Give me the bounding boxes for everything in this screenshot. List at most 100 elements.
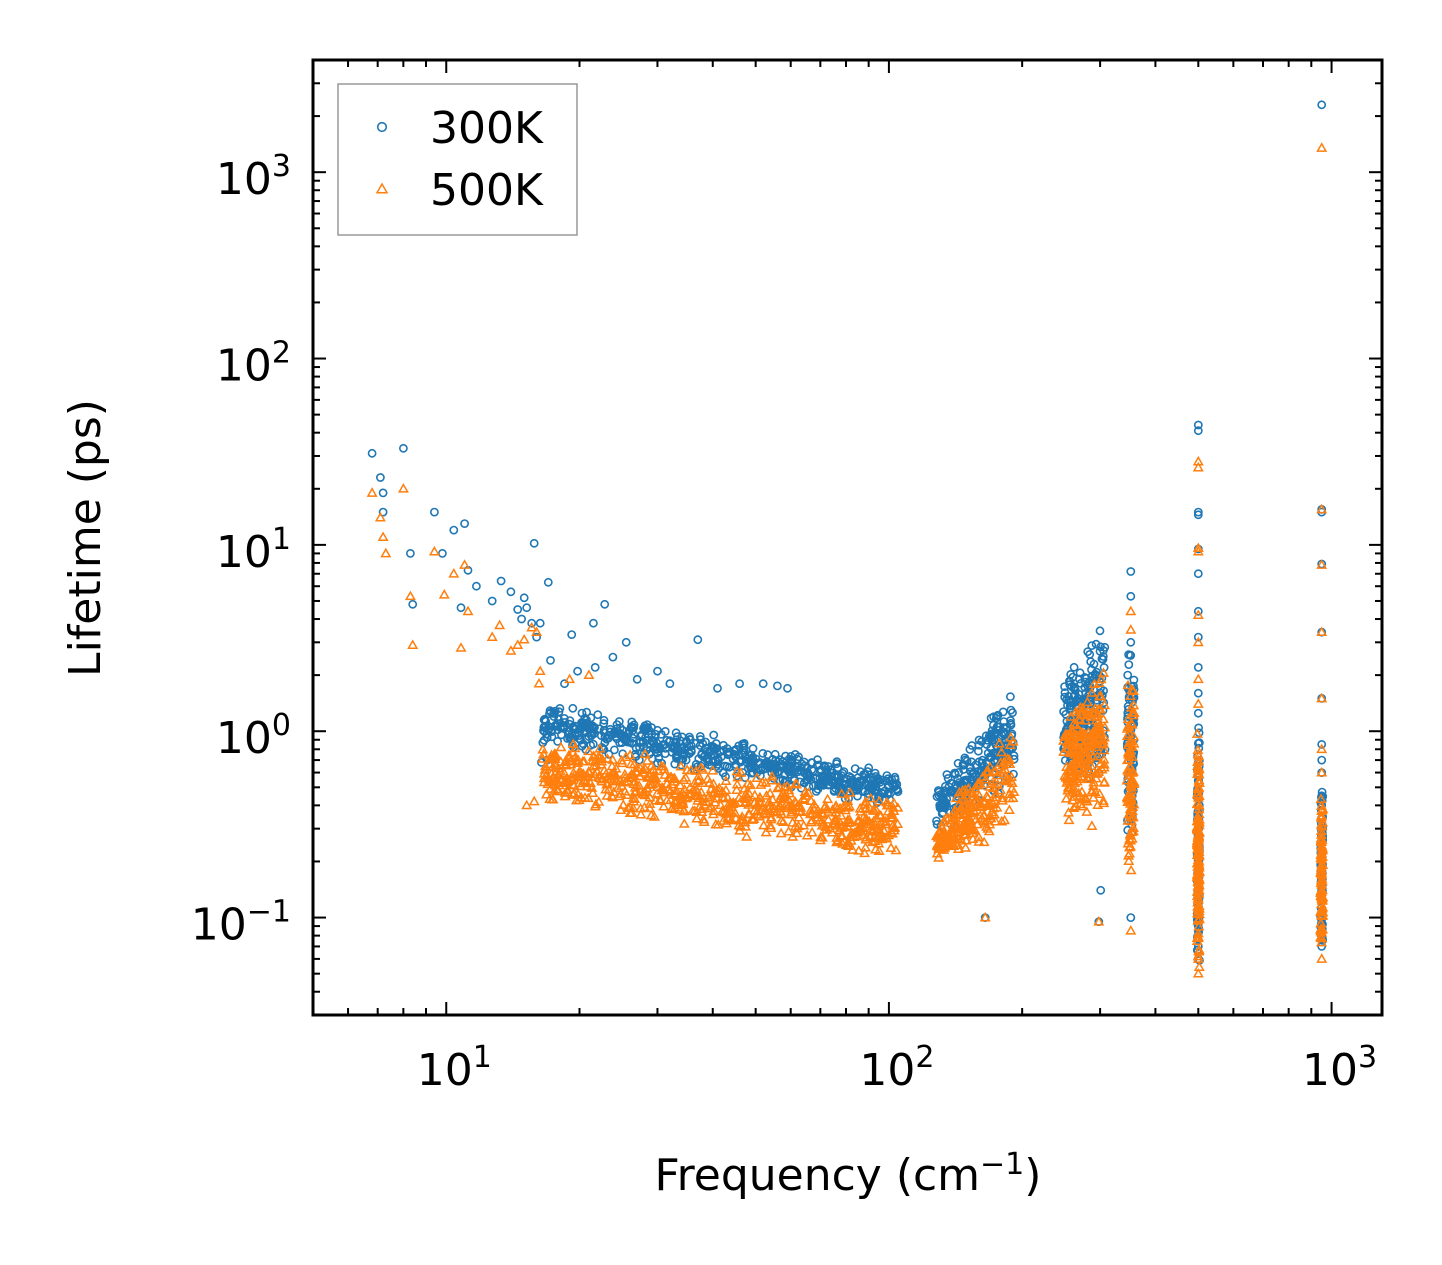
data-point-300K xyxy=(981,731,991,741)
data-point-500K xyxy=(459,559,471,569)
data-point-500K xyxy=(773,781,785,791)
data-point-500K xyxy=(951,820,963,831)
data-point-500K xyxy=(572,757,584,768)
data-point-300K xyxy=(758,679,768,689)
data-point-300K xyxy=(408,599,418,609)
data-point-500K xyxy=(589,800,601,811)
data-point-300K xyxy=(989,712,998,722)
data-point-300K xyxy=(593,710,603,720)
data-point-500K xyxy=(1193,750,1205,761)
data-point-500K xyxy=(751,772,763,782)
data-point-500K xyxy=(540,760,551,771)
data-point-500K xyxy=(575,780,587,791)
data-point-300K xyxy=(711,744,721,753)
data-point-500K xyxy=(745,779,756,790)
data-point-500K xyxy=(946,837,958,848)
data-point-500K xyxy=(1098,758,1110,769)
data-point-500K xyxy=(989,765,1001,776)
data-point-500K xyxy=(594,772,606,782)
data-point-500K xyxy=(981,790,993,801)
data-point-500K xyxy=(844,786,856,797)
data-point-300K xyxy=(850,764,860,773)
data-point-300K xyxy=(735,679,744,689)
data-point-500K xyxy=(1192,545,1204,556)
data-point-300K xyxy=(967,741,977,750)
data-point-500K xyxy=(1077,764,1089,774)
data-point-300K xyxy=(807,758,817,767)
data-point-300K xyxy=(565,733,574,743)
data-point-500K xyxy=(973,831,985,842)
data-point-500K xyxy=(588,760,599,771)
data-point-500K xyxy=(764,787,776,798)
data-point-300K xyxy=(429,507,439,517)
data-point-500K xyxy=(783,800,795,811)
data-point-500K xyxy=(1008,786,1020,797)
data-point-500K xyxy=(761,790,772,800)
data-point-500K xyxy=(552,762,564,773)
data-point-300K xyxy=(847,780,857,789)
data-point-500K xyxy=(1315,852,1327,863)
data-point-300K xyxy=(519,593,529,603)
data-point-500K xyxy=(1069,777,1081,788)
data-point-300K xyxy=(1126,637,1136,647)
data-point-300K xyxy=(1193,420,1203,430)
data-point-500K xyxy=(537,743,549,754)
data-point-300K xyxy=(773,681,782,691)
data-point-500K xyxy=(572,754,584,764)
data-point-500K xyxy=(1089,736,1101,747)
data-point-300K xyxy=(1126,913,1136,922)
data-point-500K xyxy=(1192,931,1204,942)
data-point-500K xyxy=(972,779,984,790)
data-point-500K xyxy=(984,781,996,791)
data-point-500K xyxy=(624,807,636,817)
data-point-500K xyxy=(1070,766,1081,777)
data-point-500K xyxy=(960,823,972,834)
data-point-300K xyxy=(1193,632,1203,642)
data-point-500K xyxy=(1193,754,1205,765)
data-point-500K xyxy=(801,829,813,840)
data-point-300K xyxy=(529,538,539,548)
data-point-300K xyxy=(799,768,809,778)
data-point-500K xyxy=(681,791,693,802)
data-point-300K xyxy=(693,635,703,645)
data-point-500K xyxy=(743,808,755,819)
data-point-500K xyxy=(798,819,810,830)
data-point-500K xyxy=(644,798,656,808)
data-point-300K xyxy=(535,618,545,628)
data-point-500K xyxy=(1316,804,1328,814)
data-point-500K xyxy=(845,829,857,839)
data-point-500K xyxy=(1074,714,1086,725)
data-point-500K xyxy=(1315,825,1327,835)
data-point-500K xyxy=(932,832,944,842)
data-point-500K xyxy=(674,790,686,801)
data-point-500K xyxy=(751,805,763,816)
data-point-500K xyxy=(1003,804,1015,814)
data-point-500K xyxy=(735,767,747,777)
data-point-500K xyxy=(778,781,790,792)
data-point-500K xyxy=(822,813,834,824)
data-point-500K xyxy=(1070,706,1081,717)
data-point-500K xyxy=(1098,731,1110,742)
data-point-300K xyxy=(1317,755,1327,765)
data-point-500K xyxy=(428,545,440,556)
data-point-500K xyxy=(374,511,386,522)
data-point-500K xyxy=(1126,767,1138,777)
data-point-300K xyxy=(848,782,858,791)
data-point-500K xyxy=(366,487,378,497)
data-point-500K xyxy=(1127,801,1139,811)
data-point-500K xyxy=(1081,806,1093,816)
data-point-500K xyxy=(947,814,959,825)
data-point-500K xyxy=(583,745,594,756)
data-point-300K xyxy=(746,763,756,773)
data-point-500K xyxy=(521,799,533,810)
data-point-500K xyxy=(709,786,721,797)
data-point-500K xyxy=(1124,690,1136,701)
data-point-500K xyxy=(1316,841,1328,851)
data-point-500K xyxy=(860,833,872,844)
data-point-500K xyxy=(533,677,545,688)
data-point-500K xyxy=(540,788,552,799)
data-point-500K xyxy=(1193,813,1205,824)
data-point-500K xyxy=(1093,766,1104,776)
data-point-500K xyxy=(1079,752,1091,763)
data-point-500K xyxy=(563,751,575,762)
